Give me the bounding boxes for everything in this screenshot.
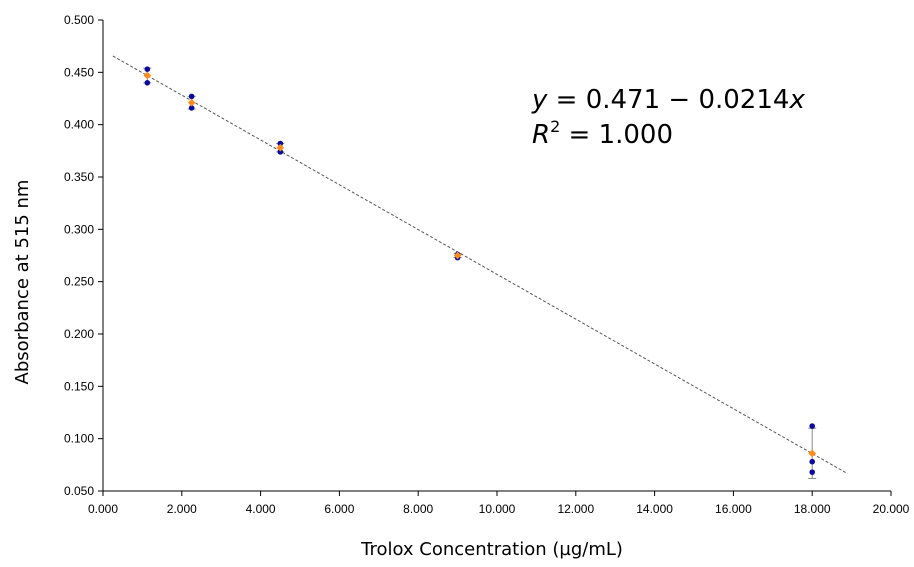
y-axis-ticks: 0.050 0.100 0.150 0.200 0.250 0.300 0.350 0.400… bbox=[64, 13, 103, 498]
x-tick-label: 8.000 bbox=[403, 502, 433, 516]
y-axis-title: Absorbance at 515 nm bbox=[12, 180, 33, 385]
replicate-point bbox=[809, 458, 815, 465]
y-tick-label: 0.150 bbox=[64, 379, 94, 393]
x-tick-label: 18.000 bbox=[794, 502, 831, 516]
y-tick-label: 0.250 bbox=[64, 275, 94, 289]
y-tick-label: 0.100 bbox=[64, 432, 94, 446]
y-tick-label: 0.450 bbox=[64, 65, 94, 79]
y-tick-label: 0.050 bbox=[64, 484, 94, 498]
trendline-equation: y = 0.471 − 0.0214x bbox=[531, 85, 805, 115]
plot-area: 0.050 0.100 0.150 0.200 0.250 0.300 0.350 0.400… bbox=[64, 13, 910, 516]
mean-point bbox=[143, 71, 152, 80]
r-squared-label: R2 = 1.000 bbox=[532, 117, 673, 150]
mean-point bbox=[187, 98, 196, 107]
x-tick-label: 0.000 bbox=[88, 502, 118, 516]
x-axis-title: Trolox Concentration (µg/mL) bbox=[360, 539, 623, 560]
x-tick-label: 10.000 bbox=[479, 502, 516, 516]
replicate-point bbox=[277, 140, 284, 147]
x-tick-label: 16.000 bbox=[715, 502, 752, 516]
error-bar-layer bbox=[143, 67, 817, 479]
y-tick-label: 0.350 bbox=[64, 170, 94, 184]
trendline bbox=[112, 55, 848, 475]
x-tick-label: 4.000 bbox=[246, 502, 276, 516]
x-tick-label: 14.000 bbox=[636, 502, 673, 516]
y-tick-label: 0.200 bbox=[64, 327, 94, 341]
replicate-point bbox=[277, 149, 284, 155]
replicate-point bbox=[144, 80, 151, 86]
r-squared-var: R bbox=[532, 120, 550, 150]
replicate-point bbox=[809, 423, 815, 429]
x-tick-label: 12.000 bbox=[557, 502, 594, 516]
mean-point bbox=[276, 143, 285, 152]
r-squared-value: = 1.000 bbox=[560, 120, 673, 150]
r-squared-superscript: 2 bbox=[550, 117, 560, 136]
mean-point bbox=[808, 449, 816, 458]
replicate-point bbox=[144, 66, 151, 72]
x-tick-label: 6.000 bbox=[324, 502, 354, 516]
equation-body: = 0.471 − 0.0214 bbox=[547, 85, 789, 115]
y-tick-label: 0.500 bbox=[64, 13, 94, 27]
x-axis-ticks: 0.000 2.000 4.000 6.000 8.000 10.000 12.000 14.… bbox=[88, 491, 910, 516]
replicate-point bbox=[188, 105, 195, 111]
mean-point bbox=[453, 251, 462, 260]
replicate-point bbox=[188, 93, 195, 100]
replicate-point bbox=[809, 469, 815, 475]
x-tick-label: 20.000 bbox=[873, 502, 910, 516]
y-tick-label: 0.300 bbox=[64, 222, 94, 236]
trendline-layer bbox=[112, 55, 848, 475]
x-tick-label: 2.000 bbox=[167, 502, 197, 516]
data-point-layer bbox=[143, 66, 816, 475]
equation-x-var: x bbox=[788, 85, 805, 115]
y-tick-label: 0.400 bbox=[64, 118, 94, 132]
equation-y-var: y bbox=[531, 85, 548, 115]
